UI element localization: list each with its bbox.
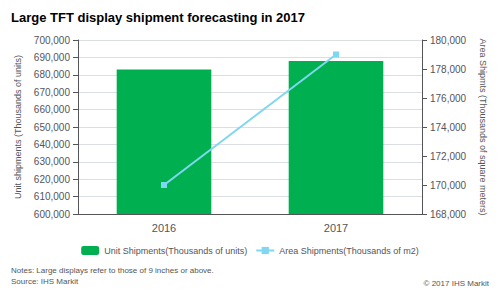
svg-text:178,000: 178,000 (430, 64, 467, 75)
svg-text:630,000: 630,000 (34, 156, 71, 167)
svg-text:660,000: 660,000 (34, 104, 71, 115)
svg-text:640,000: 640,000 (34, 139, 71, 150)
svg-text:Source: IHS Markit: Source: IHS Markit (11, 277, 79, 286)
svg-text:Area Shipments(Thousands of m2: Area Shipments(Thousands of m2) (279, 246, 419, 256)
svg-text:Area Shipmts (Thousands of squ: Area Shipmts (Thousands of square meters… (478, 38, 488, 215)
svg-text:Large TFT display shipment for: Large TFT display shipment forecasting i… (11, 10, 305, 25)
svg-text:Notes: Large displays refer to: Notes: Large displays refer to those of … (11, 266, 214, 275)
svg-text:Unit Shipments(Thousands of un: Unit Shipments(Thousands of units) (104, 246, 247, 256)
svg-text:670,000: 670,000 (34, 87, 71, 98)
svg-text:180,000: 180,000 (430, 35, 467, 46)
svg-text:© 2017 IHS Markit: © 2017 IHS Markit (424, 279, 490, 288)
svg-text:174,000: 174,000 (430, 122, 467, 133)
svg-text:600,000: 600,000 (34, 209, 71, 220)
svg-text:2016: 2016 (152, 222, 176, 234)
svg-text:176,000: 176,000 (430, 93, 467, 104)
svg-text:168,000: 168,000 (430, 209, 467, 220)
svg-text:690,000: 690,000 (34, 52, 71, 63)
svg-text:2017: 2017 (324, 222, 348, 234)
svg-text:650,000: 650,000 (34, 122, 71, 133)
svg-text:700,000: 700,000 (34, 35, 71, 46)
svg-text:680,000: 680,000 (34, 69, 71, 80)
svg-text:620,000: 620,000 (34, 174, 71, 185)
svg-text:610,000: 610,000 (34, 191, 71, 202)
svg-text:172,000: 172,000 (430, 151, 467, 162)
svg-text:170,000: 170,000 (430, 180, 467, 191)
svg-text:Unit shipments (Thousands of u: Unit shipments (Thousands of units) (13, 55, 23, 199)
